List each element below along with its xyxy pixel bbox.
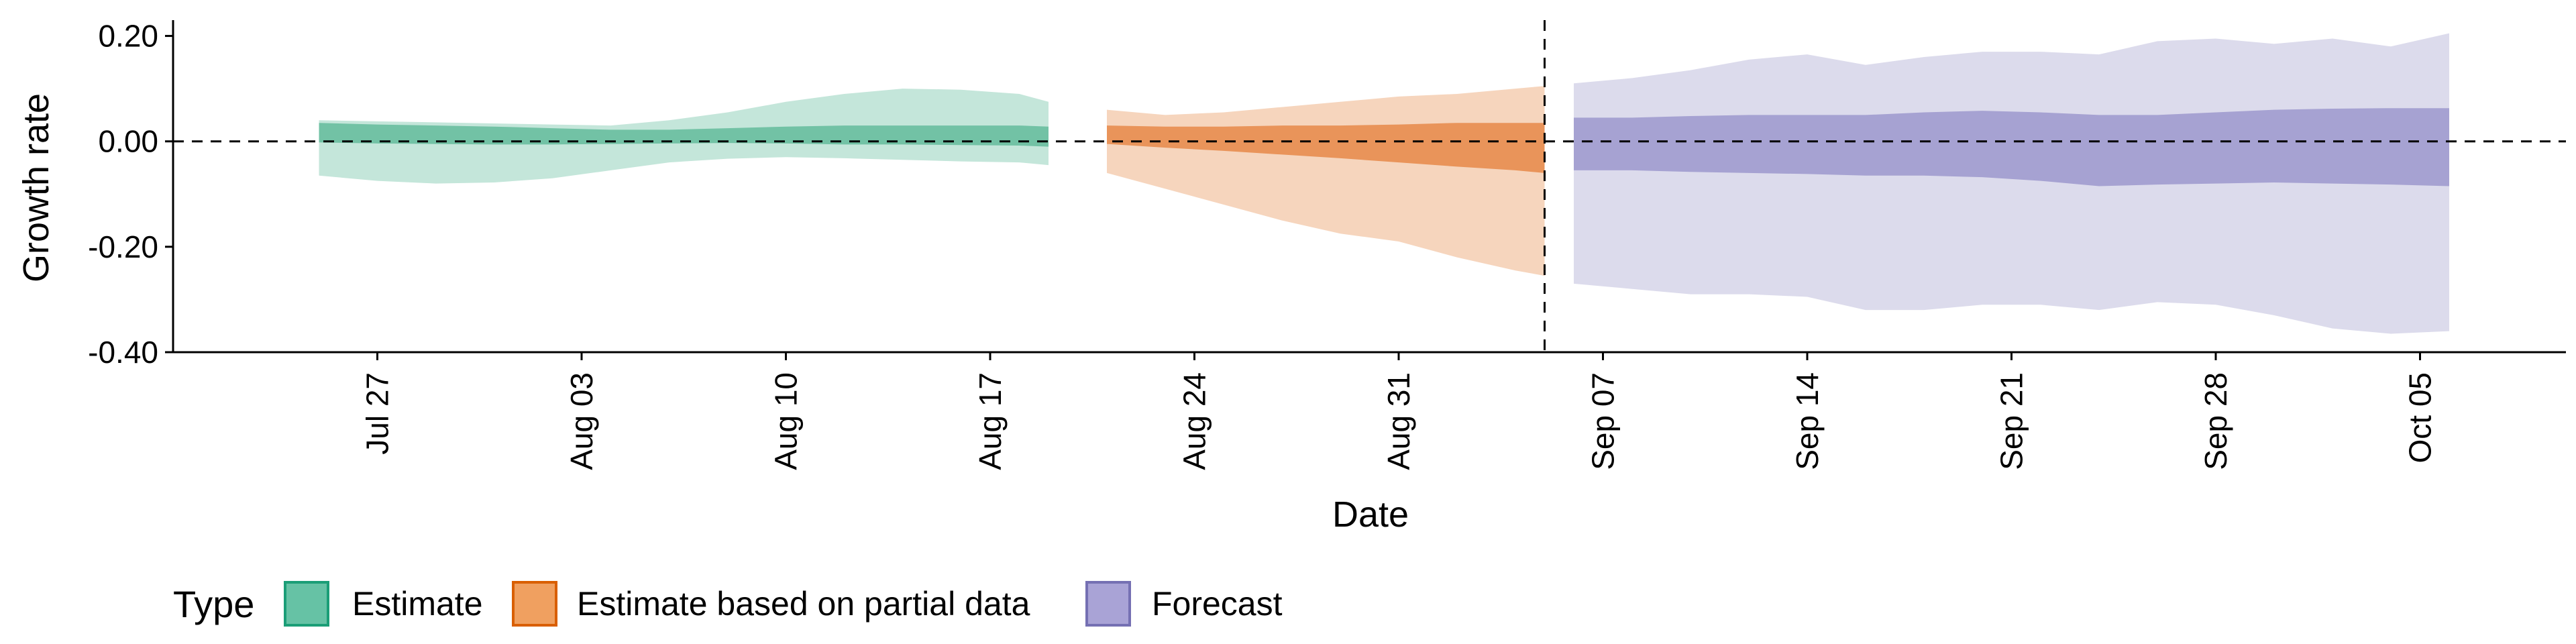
band-outer-forecast [1574,33,2449,334]
x-tick-label: Sep 28 [2198,372,2233,470]
x-tick-label: Jul 27 [360,372,395,455]
band-inner-forecast [1574,108,2449,186]
x-tick-label: Aug 03 [564,372,599,470]
x-tick-label: Aug 17 [973,372,1008,470]
y-tick-label: 0.20 [98,19,158,54]
y-tick-label: 0.00 [98,124,158,159]
legend: Type Estimate Estimate based on partial d… [173,581,1283,627]
legend-label-estimate-based-on-partial-data: Estimate based on partial data [577,585,1030,623]
band-inner-estimate-based-on-partial-data [1107,123,1545,173]
x-tick-label: Aug 31 [1381,372,1416,470]
y-axis-title: Growth rate [16,93,56,282]
legend-title: Type [173,583,254,625]
y-ticks: 0.20 0.00 -0.20 -0.40 [88,19,173,370]
axes [172,20,2566,354]
y-tick-label: -0.40 [88,335,158,370]
legend-swatch-estimate [284,581,329,627]
legend-swatch-estimate-based-on-partial-data [512,581,557,627]
band-outer-estimate-based-on-partial-data [1107,86,1545,276]
reference-lines [173,20,2566,352]
x-tick-label: Aug 24 [1177,372,1212,470]
x-tick-label: Sep 14 [1790,372,1825,470]
x-tick-label: Sep 21 [1994,372,2029,470]
legend-label-forecast: Forecast [1152,585,1283,623]
y-tick-label: -0.20 [88,229,158,264]
x-ticks: Jul 27 Aug 03 Aug 10 Aug 17 Aug 24 Aug 31 Sep … [360,352,2438,470]
x-tick-label: Sep 07 [1586,372,1621,470]
legend-swatch-forecast [1085,581,1131,627]
ribbon-layer [319,33,2449,334]
legend-label-estimate: Estimate [352,585,483,623]
x-axis-title: Date [1332,494,1409,535]
x-tick-label: Aug 10 [769,372,804,470]
x-tick-label: Oct 05 [2403,372,2438,464]
